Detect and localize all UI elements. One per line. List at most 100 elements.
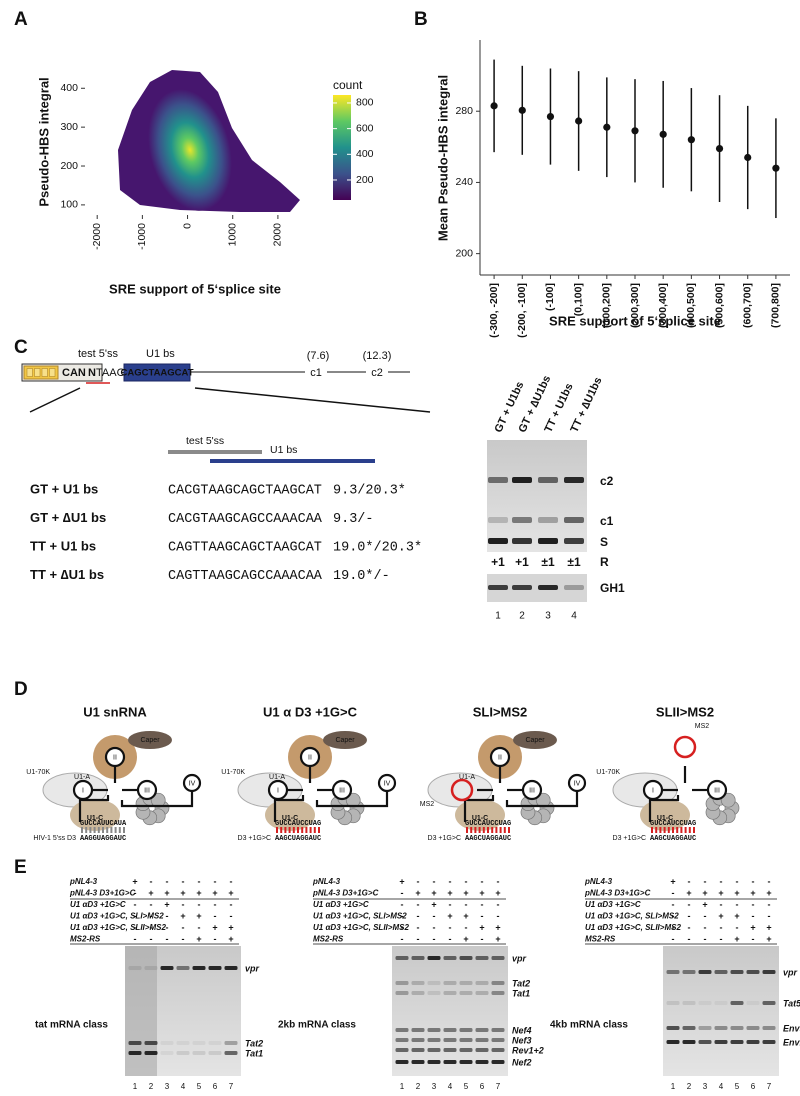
condition-sign: - [166, 911, 169, 921]
gel-band [762, 1026, 776, 1030]
r-value: ±1 [541, 555, 555, 569]
gel-band [459, 956, 473, 960]
y-axis-label: Mean Pseudo-HBS integral [435, 75, 450, 241]
diagram-title: SLI>MS2 [473, 704, 528, 719]
condition-label: pNL4-3 [312, 877, 341, 886]
score: 9.3/20.3* [333, 484, 406, 499]
seq-top: GUCCAUUCAUA [80, 820, 127, 828]
gel-band [427, 1060, 441, 1064]
r-value: ±1 [567, 555, 581, 569]
condition-sign: - [166, 876, 169, 886]
condition-sign: - [752, 876, 755, 886]
u1-a-label: U1-A [74, 774, 90, 781]
gel-band [443, 991, 457, 995]
gel-band [491, 1060, 505, 1064]
gel-band [491, 991, 505, 995]
band-label: Nef3 [512, 1035, 532, 1045]
gel-band [427, 981, 441, 985]
gel-band [192, 1041, 206, 1045]
sequence-u1: CAGCCAAACAA [233, 569, 323, 584]
lane-number: 2 [416, 1082, 421, 1091]
condition-sign: + [766, 922, 771, 932]
condition-label: U1 αD3 +1G>C, SLII>MS2 [313, 923, 409, 932]
gel [487, 440, 587, 552]
gel-band [475, 981, 489, 985]
x-tick-label: (300,400] [657, 283, 669, 328]
band-label: Tat2 [245, 1038, 263, 1048]
c2: c2 [371, 367, 383, 379]
condition-sign: - [230, 899, 233, 909]
x-tick-label: (500,600] [713, 283, 725, 328]
u1-c [640, 799, 690, 831]
gel-band [411, 981, 425, 985]
c1: c1 [310, 367, 322, 379]
condition-sign: - [134, 922, 137, 932]
diagram-title: U1 α D3 +1G>C [263, 704, 358, 719]
x-tick-label: (200,300] [629, 283, 641, 328]
exon-square [41, 368, 48, 377]
r-value: +1 [515, 555, 529, 569]
condition-sign: - [465, 922, 468, 932]
stem-loop [377, 773, 397, 793]
condition-sign: - [672, 888, 675, 898]
score: 19.0*/- [333, 569, 390, 584]
gel-band [488, 538, 508, 544]
gel-band [488, 477, 508, 483]
gel-band [714, 1026, 728, 1030]
gel-band [176, 1051, 190, 1055]
lane-number: 4 [719, 1082, 724, 1091]
gel-band [160, 1051, 174, 1055]
gel-band [512, 477, 532, 483]
gel-band [538, 585, 558, 590]
u1-70k-label: U1-70K [221, 769, 245, 776]
condition-sign: - [497, 899, 500, 909]
condition-sign: - [752, 934, 755, 944]
seq-top: GUCCAUCCUAG [465, 820, 511, 828]
u1bs-bar [210, 459, 375, 463]
gel-band [459, 1060, 473, 1064]
sm-protein [150, 792, 166, 808]
loop-label: II [498, 754, 502, 761]
score: 19.0*/20.3* [333, 541, 422, 556]
gel-band [192, 1051, 206, 1055]
lane-number: 4 [571, 611, 577, 622]
seq-bottom: AAGGUAGGAUC [80, 835, 126, 843]
lane-number: 1 [495, 611, 501, 622]
gel-band [682, 1040, 696, 1044]
u1-c-label: U1-C [657, 815, 673, 822]
condition-sign: - [401, 922, 404, 932]
gel-band [411, 956, 425, 960]
u1bs-seq: CAGCTAAGCAT [121, 368, 194, 379]
band-label: S [600, 535, 608, 549]
gel-band [714, 1001, 728, 1005]
condition-sign: + [495, 888, 500, 898]
gel-band [160, 1041, 174, 1045]
loop-label: III [529, 787, 535, 794]
lane-number: 1 [133, 1082, 138, 1091]
gel-band [144, 1051, 158, 1055]
condition-sign: - [688, 899, 691, 909]
condition-label: pNL4-3 [584, 877, 613, 886]
condition-label: U1 αD3 +1G>C, SLII>MS2 [70, 923, 166, 932]
lane-number: 3 [545, 611, 551, 622]
gel-band [427, 1038, 441, 1042]
diagram-title: SLII>MS2 [656, 704, 714, 719]
condition-label: MS2-RS [70, 935, 101, 944]
gel-band [411, 1028, 425, 1032]
condition-sign: - [134, 934, 137, 944]
u1-c-label: U1-C [472, 815, 488, 822]
condition-sign: - [401, 899, 404, 909]
gel-band [730, 1040, 744, 1044]
lane-number: 1 [671, 1082, 676, 1091]
exon-square [49, 368, 56, 377]
condition-sign: - [672, 899, 675, 909]
lane-number: 6 [480, 1082, 485, 1091]
c2-score: (12.3) [363, 350, 392, 362]
x-axis-label: SRE support of 5‘splice site [109, 281, 281, 296]
gel-band [491, 1028, 505, 1032]
lane-number: 4 [448, 1082, 453, 1091]
condition-sign: + [228, 888, 233, 898]
mean-point [659, 130, 667, 138]
site-label: D3 +1G>C [428, 835, 461, 842]
condition-sign: - [449, 934, 452, 944]
